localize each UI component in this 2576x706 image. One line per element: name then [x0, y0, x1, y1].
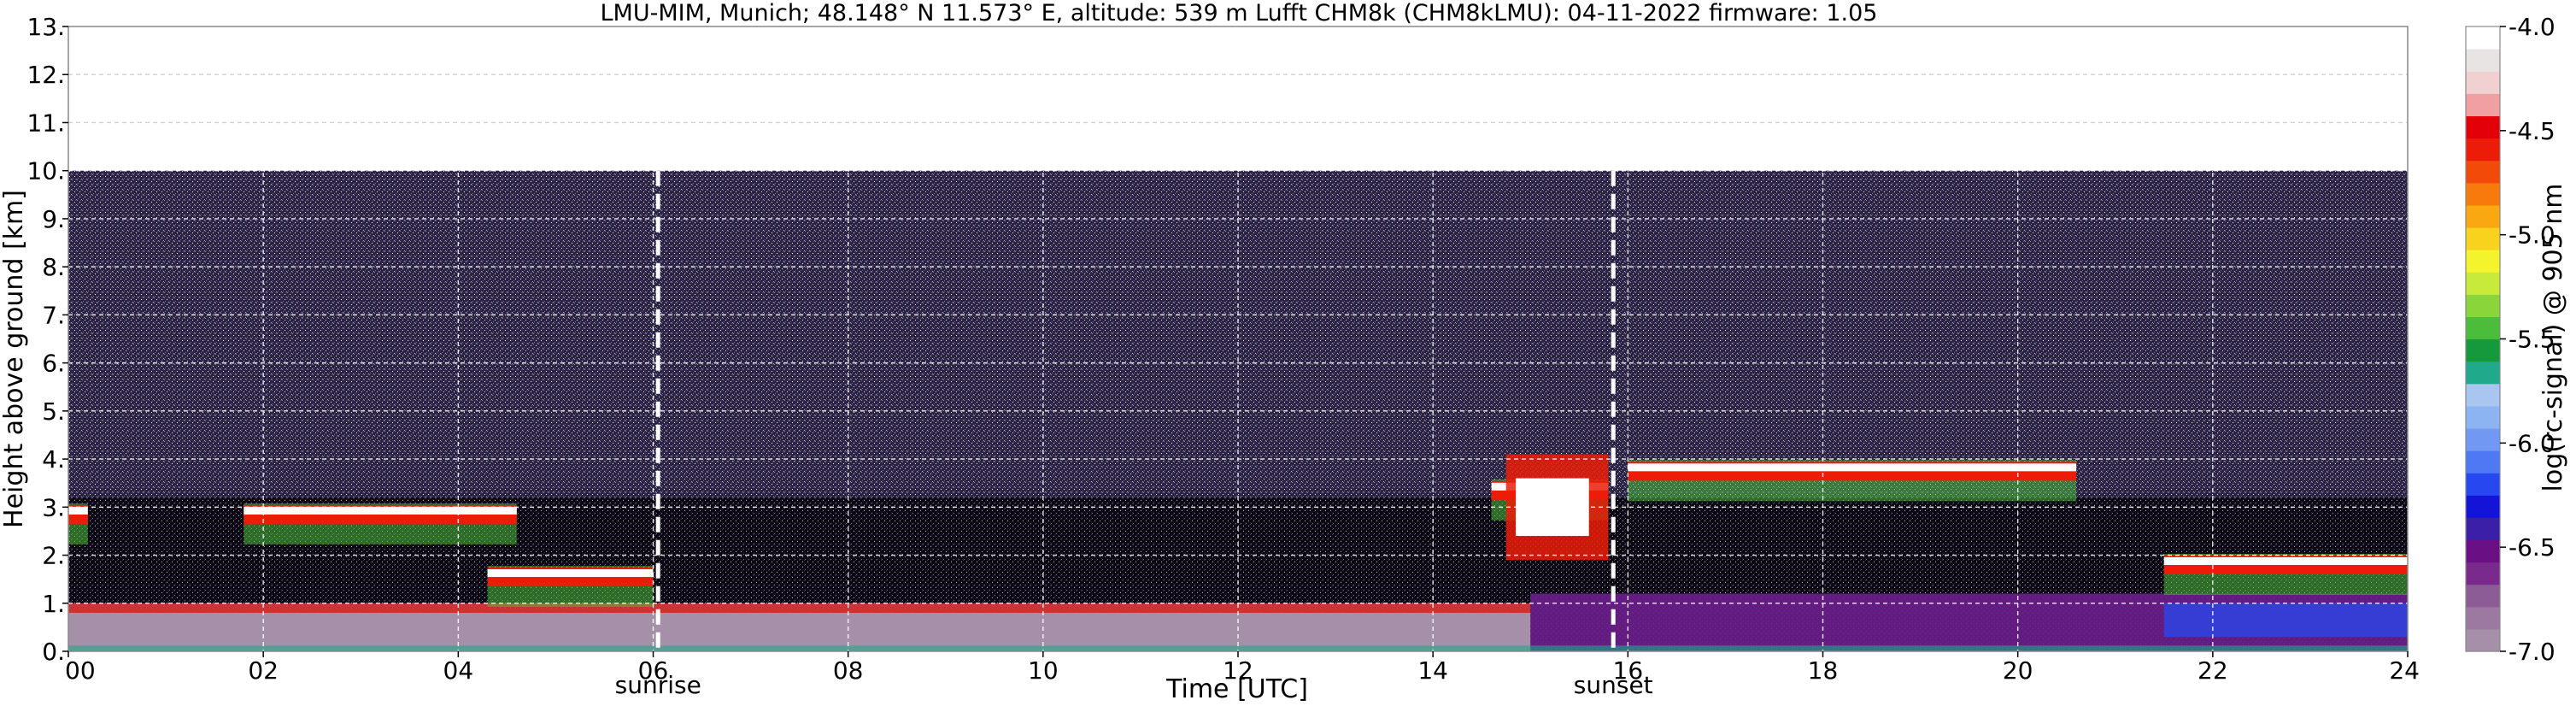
x-axis-label: Time [UTC]	[1165, 674, 1308, 704]
colorbar-tick-label: -4.0	[2509, 13, 2555, 41]
chart-title: LMU-MIM, Munich; 48.148° N 11.573° E, al…	[601, 0, 1878, 26]
colorbar-segment	[2466, 93, 2500, 117]
colorbar-segment	[2466, 204, 2500, 228]
colorbar-segment	[2466, 383, 2500, 407]
y-tick-label: 3.	[42, 493, 65, 521]
colorbar-segment	[2466, 71, 2500, 94]
grid-lines	[68, 26, 2408, 651]
x-tick-label: 00	[65, 656, 96, 685]
colorbar-tick-label: -6.5	[2509, 533, 2555, 562]
colorbar-segment	[2466, 562, 2500, 585]
y-tick-label: 4.	[42, 445, 65, 474]
x-tick-label: 08	[833, 656, 864, 685]
colorbar-tick-label: -7.0	[2509, 638, 2555, 666]
colorbar-segment	[2466, 495, 2500, 518]
y-tick-label: 6.	[42, 350, 65, 378]
y-tick-label: 13.	[26, 13, 65, 41]
y-tick-label: 11.	[26, 109, 65, 137]
cloud-layer-core-5	[2163, 556, 2408, 565]
colorbar-segment	[2466, 49, 2500, 72]
y-tick-label: 9.	[42, 205, 65, 233]
sunrise-label: sunrise	[615, 671, 701, 699]
colorbar-segment	[2466, 182, 2500, 206]
x-tick-label: 14	[1417, 656, 1448, 685]
ground-layer-morning	[68, 613, 1531, 651]
colorbar-segment	[2466, 26, 2500, 50]
y-tick-label: 0.	[42, 638, 65, 666]
x-tick-label: 04	[443, 656, 474, 685]
y-tick-label: 2.	[42, 542, 65, 570]
colorbar-segment	[2466, 138, 2500, 162]
x-tick-label: 22	[2198, 656, 2228, 685]
cloud-layer-core-0	[68, 506, 88, 515]
aerosol-blue-evening	[2163, 603, 2408, 638]
colorbar-segment	[2466, 473, 2500, 496]
y-tick-label: 5.	[42, 397, 65, 426]
x-tick-label: 18	[1808, 656, 1839, 685]
x-axis-ticks: 00 02 04 06 08 10 12 14 16 18 20 22 24	[65, 651, 2420, 685]
colorbar-segment	[2466, 250, 2500, 273]
colorbar-tick-label: -5.5	[2509, 326, 2555, 354]
colorbar-segment	[2466, 115, 2500, 139]
x-tick-label: 20	[2003, 656, 2033, 685]
sunset-label: sunset	[1574, 671, 1653, 699]
colorbar-segment	[2466, 628, 2500, 652]
surface-green-band	[68, 645, 2408, 651]
colorbar-segment	[2466, 227, 2500, 250]
colorbar-segment	[2466, 316, 2500, 340]
x-tick-label: 16	[1613, 656, 1644, 685]
cloud-layer-core-4	[1628, 463, 2077, 472]
colorbar-segment	[2466, 338, 2500, 362]
x-tick-label: 02	[248, 656, 279, 685]
y-tick-label: 10.	[26, 157, 65, 185]
x-tick-label: 06	[638, 656, 669, 685]
colorbar-segment	[2466, 272, 2500, 295]
colorbar-tick-label: -5.0	[2509, 221, 2555, 250]
sun-annotations: sunrise sunset	[615, 170, 1653, 699]
x-tick-label: 24	[2389, 656, 2420, 685]
cloud-layer-core-2	[487, 569, 654, 578]
colorbar-segment	[2466, 606, 2500, 630]
colorbar-label: log(rc-signal) @ 905 nm	[2538, 184, 2568, 492]
colorbar-segment	[2466, 405, 2500, 429]
colorbar-segment	[2466, 361, 2500, 385]
y-tick-label: 7.	[42, 301, 65, 329]
colorbar-segment	[2466, 427, 2500, 451]
colorbar-tick-label: -6.0	[2509, 429, 2555, 457]
x-tick-label: 12	[1223, 656, 1253, 685]
cloud-layer-core-1	[244, 506, 517, 515]
x-tick-label: 10	[1028, 656, 1059, 685]
y-tick-label: 12.	[26, 61, 65, 89]
colorbar-segment	[2466, 539, 2500, 563]
colorbar: -4.0 -4.5 -5.0 -5.5 -6.0 -6.5 -7.0	[2465, 13, 2555, 666]
colorbar-tick-label: -4.5	[2509, 117, 2555, 145]
y-axis-label: Height above ground [km]	[0, 190, 29, 528]
colorbar-segment	[2466, 160, 2500, 184]
colorbar-segment	[2466, 584, 2500, 608]
colorbar-segment	[2466, 517, 2500, 541]
y-tick-label: 1.	[42, 590, 65, 618]
colorbar-segment	[2466, 450, 2500, 474]
colorbar-segment	[2466, 294, 2500, 317]
y-tick-label: 8.	[42, 253, 65, 281]
y-axis-ticks: 0. 1. 2. 3. 4. 5. 6. 7. 8. 9. 10. 11. 12. 13.	[26, 13, 68, 666]
